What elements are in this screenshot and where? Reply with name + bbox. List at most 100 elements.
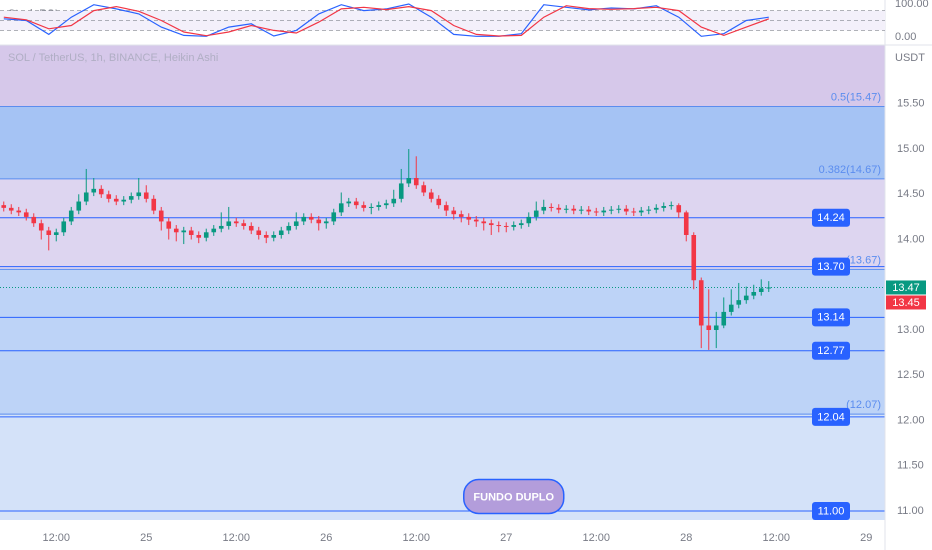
x-tick-label: 12:00 [762,532,790,544]
candle-body [293,221,299,226]
candle-body [668,205,674,207]
candle-body [218,225,224,229]
x-tick-label: 12:00 [222,532,250,544]
candle-body [398,183,404,199]
candle-body [413,178,419,186]
candle-body [458,214,464,217]
candle-body [338,203,344,213]
candle-body [428,192,434,199]
y-tick-label: 12.00 [897,414,925,426]
x-tick-label: 26 [320,532,332,544]
candle-body [241,223,247,226]
candle-body [203,232,209,238]
candle-body [466,216,472,220]
price-box [886,280,926,295]
candle-body [61,221,67,233]
candle-body [713,325,719,330]
candle-body [211,228,217,233]
price-label: 13.47 [892,282,920,294]
y-tick-label: 11.50 [897,460,924,472]
candle-body [481,221,487,224]
candle-body [593,211,599,213]
candle-body [661,206,667,208]
candle-body [38,223,44,231]
level-box [812,501,850,520]
candle-body [316,219,322,224]
candle-body [16,210,22,213]
candle-body [188,230,194,235]
candle-body [226,221,232,226]
level-label: 13.70 [817,261,845,273]
candle-body [623,208,629,212]
candle-body [383,203,389,206]
price-box [886,295,926,310]
candle-body [706,325,712,330]
candle-body [256,230,262,235]
candle-body [601,210,607,213]
candle-body [106,194,112,199]
candle-body [616,208,622,210]
candle-body [23,212,29,217]
candle-body [698,280,704,326]
candle-body [158,210,164,222]
x-tick-label: 28 [680,532,692,544]
candle-body [518,223,524,226]
x-tick-label: 12:00 [42,532,70,544]
rsi-line [3,5,770,37]
candle-body [8,207,14,211]
level-label: 12.04 [817,411,845,423]
candle-body [361,205,367,208]
chart-title: SOL / TetherUS, 1h, BINANCE, Heikin Ashi [8,52,218,64]
candle-body [421,185,427,193]
candle-body [631,211,637,213]
level-box [812,208,850,227]
candle-body [181,230,187,233]
candle-body [98,188,104,195]
candle-body [728,304,734,312]
x-tick-label: 29 [860,532,872,544]
candle-body [406,178,412,184]
candle-body [451,210,457,215]
fib-band [0,414,885,520]
candle-body [571,208,577,211]
candle-body [173,228,179,233]
y-tick-label: 14.00 [897,233,925,245]
annotation-text: FUNDO DUPLO [473,491,554,503]
x-tick-label: 12:00 [402,532,430,544]
candle-body [76,201,82,211]
candle-body [646,209,652,211]
candle-body [766,287,772,289]
candle-body [586,209,592,212]
candle-body [286,225,292,231]
candle-body [488,223,494,226]
candle-body [721,311,727,326]
fib-label: 0.5(15.47) [831,91,881,103]
candle-body [353,201,359,206]
candle-body [376,205,382,207]
candle-body [233,221,239,224]
candle-body [68,210,74,222]
level-box [812,407,850,426]
candle-body [563,208,569,210]
candle-body [31,216,37,224]
candle-body [113,198,119,202]
candle-body [443,205,449,211]
bands: 0.5(15.47) 0.382(14.67) (13.67) (12.07) [0,45,885,520]
candle-body [83,192,89,202]
x-tick-label: 27 [500,532,512,544]
y-tick-label: 15.00 [897,143,925,155]
y-tick-label: 15.50 [897,98,925,110]
candle-body [1,205,7,208]
candle-body [751,292,757,296]
candle-body [53,232,59,235]
price-label: 13.45 [892,297,920,309]
y-tick-label: 12.50 [897,369,925,381]
y-unit: USDT [895,52,925,64]
fib-band [0,269,885,415]
y-tick-label: 13.00 [897,324,925,336]
candle-body [91,188,97,193]
candle-body [638,210,644,213]
level-label: 12.77 [817,345,845,357]
plot [0,149,885,512]
